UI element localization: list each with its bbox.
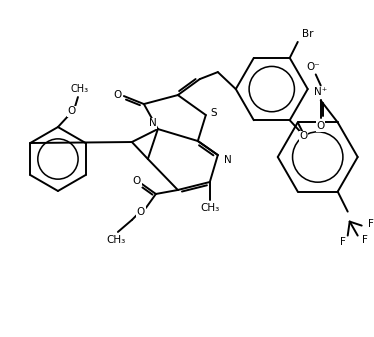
- Text: O⁻: O⁻: [307, 62, 321, 72]
- Text: N⁺: N⁺: [314, 87, 327, 97]
- Text: N: N: [149, 118, 157, 128]
- Text: F: F: [340, 237, 346, 247]
- Text: F: F: [362, 235, 368, 245]
- Text: F: F: [368, 219, 374, 228]
- Text: CH₃: CH₃: [106, 235, 126, 245]
- Text: Br: Br: [302, 29, 313, 39]
- Text: N: N: [224, 155, 232, 165]
- Text: O: O: [68, 106, 76, 116]
- Text: O: O: [133, 176, 141, 186]
- Text: CH₃: CH₃: [71, 84, 89, 94]
- Text: O: O: [137, 207, 145, 217]
- Text: O: O: [317, 121, 325, 131]
- Text: O: O: [114, 90, 122, 100]
- Text: S: S: [211, 108, 217, 118]
- Text: O: O: [300, 131, 308, 141]
- Text: CH₃: CH₃: [200, 203, 220, 213]
